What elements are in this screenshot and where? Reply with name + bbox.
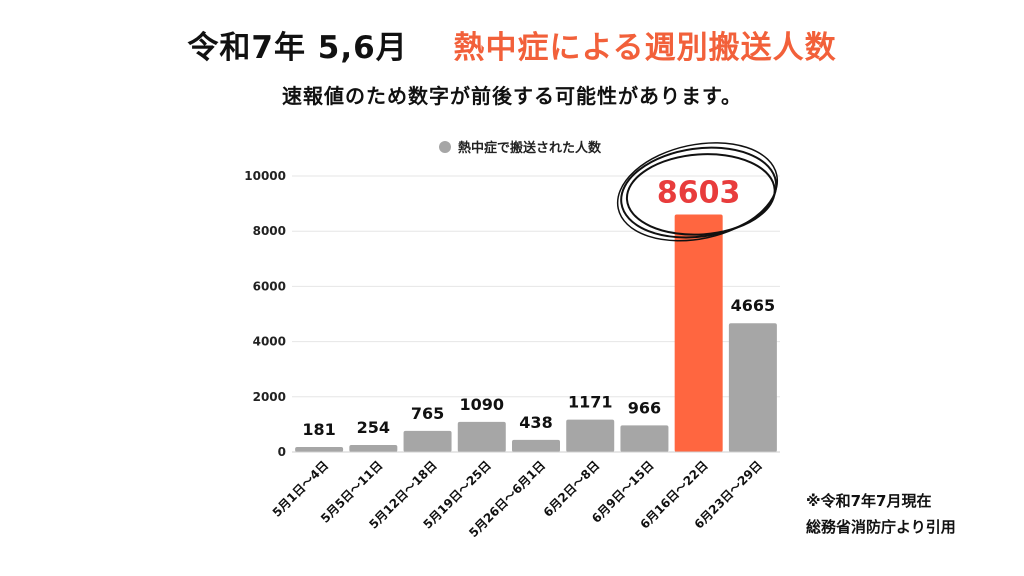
data-label: 765: [411, 404, 444, 423]
bar: [674, 214, 723, 452]
data-label: 1090: [460, 395, 505, 414]
y-tick-label: 8000: [253, 224, 286, 238]
highlight-ring: [620, 146, 778, 239]
source-note: ※令和7年7月現在 総務省消防庁より引用: [806, 488, 956, 540]
title-main: 令和7年 5,6月: [187, 30, 408, 66]
y-tick-label: 0: [278, 445, 286, 459]
note-source: 総務省消防庁より引用: [806, 518, 956, 536]
data-label: 966: [628, 398, 661, 417]
note-date: ※令和7年7月現在: [806, 492, 932, 510]
legend-label: 熱中症で搬送された人数: [458, 140, 602, 156]
y-tick-label: 2000: [253, 390, 286, 404]
page-title: 令和7年 5,6月 熱中症による週別搬送人数: [0, 22, 1024, 67]
highlight-ring: [625, 153, 776, 236]
legend-marker: [439, 141, 451, 153]
y-tick-label: 4000: [253, 335, 286, 349]
y-tick-label: 10000: [244, 169, 286, 183]
highlight-circle: [616, 142, 779, 242]
data-label: 181: [302, 420, 335, 439]
data-label: 438: [519, 413, 552, 432]
page-subtitle: 速報値のため数字が前後する可能性があります。: [282, 84, 742, 108]
bar: [620, 425, 669, 452]
data-label: 1171: [568, 393, 613, 412]
bar: [295, 447, 344, 452]
bar: [403, 430, 452, 452]
bar: [512, 439, 560, 452]
bar: [728, 323, 777, 452]
bar: [349, 444, 398, 452]
data-label: 4665: [731, 296, 776, 315]
data-label: 254: [357, 418, 390, 437]
title-accent: 熱中症による週別搬送人数: [453, 30, 837, 66]
y-tick-label: 6000: [253, 279, 286, 293]
data-label: 8603: [657, 176, 741, 211]
highlight-ring: [616, 142, 779, 242]
bar: [566, 419, 615, 452]
bar: [457, 421, 506, 452]
